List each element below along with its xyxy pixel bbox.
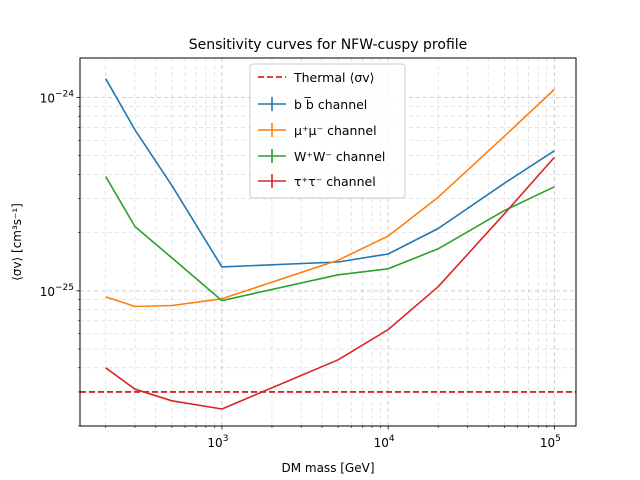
legend-item-0: b b̅ channel [258,97,367,112]
legend-item-3: τ⁺τ⁻ channel [258,174,376,189]
legend-item-thermal: Thermal ⟨σv⟩ [258,70,375,85]
x-axis-label: DM mass [GeV] [281,461,374,475]
legend-box [249,63,406,199]
ticks: 103 104 105 10−25 10−24 [40,89,561,450]
legend-label: W⁺W⁻ channel [294,149,385,164]
legend-label: Thermal ⟨σv⟩ [293,70,375,85]
x-tick-label: 104 [374,434,395,450]
series-line-3 [105,156,555,410]
legend: Thermal ⟨σv⟩ b b̅ channel μ⁺μ⁻ channel W⁺W⁻… [249,63,406,199]
y-axis-label: ⟨σv⟩ [cm³s⁻¹] [10,203,24,281]
legend-label: τ⁺τ⁻ channel [294,174,376,189]
chart-title: Sensitivity curves for NFW-cuspy profile [189,37,468,53]
data-series [80,78,576,410]
x-tick-label: 103 [207,434,228,450]
x-tick-label: 105 [540,434,561,450]
series-line-2 [105,176,555,302]
legend-item-2: W⁺W⁻ channel [258,149,385,164]
legend-label: b b̅ channel [294,97,367,112]
series-line-0 [105,78,555,268]
plot-frame [79,57,577,427]
series-line-1 [105,88,555,308]
y-tick-label: 10−25 [40,283,74,299]
y-tick-label: 10−24 [40,89,75,105]
legend-item-1: μ⁺μ⁻ channel [258,123,377,138]
legend-label: μ⁺μ⁻ channel [294,123,377,138]
